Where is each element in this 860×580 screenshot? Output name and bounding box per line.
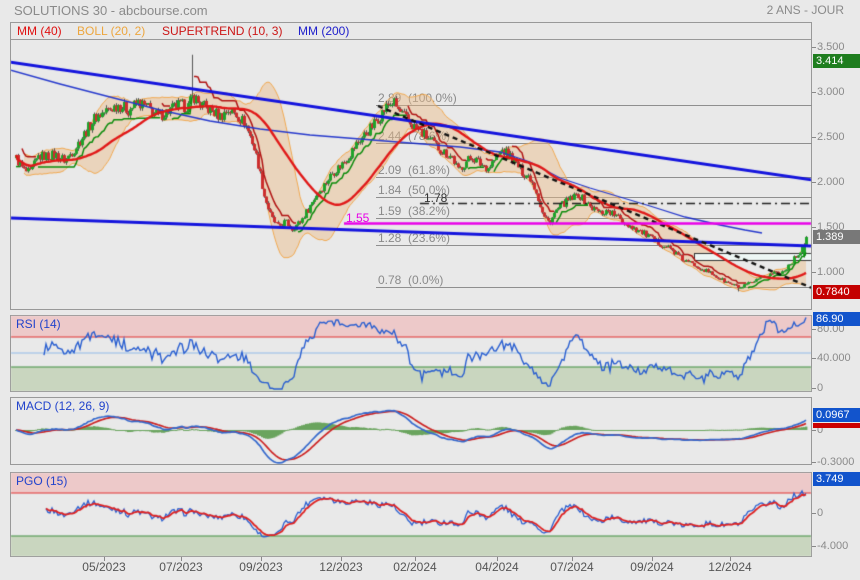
x-axis-label: 07/2023 xyxy=(159,560,203,574)
price-axis-label: 3.000 xyxy=(817,86,845,98)
pgo-axis-label: 0 xyxy=(817,507,824,519)
price-axis-label: 2.000 xyxy=(817,176,845,188)
macd-value-badge: 0.0967 xyxy=(813,408,860,422)
legend-item-supertrend2: SUPERTREND (10, 3) xyxy=(162,24,283,38)
price-axis-label: 1.500 xyxy=(817,221,845,233)
x-axis-label: 02/2024 xyxy=(393,560,437,574)
x-axis-label: 09/2024 xyxy=(630,560,674,574)
x-axis-tick xyxy=(730,557,731,561)
pgo-label: PGO (15) xyxy=(16,474,68,488)
pgo-value-badge: 3.749 xyxy=(813,472,860,486)
x-axis-tick xyxy=(497,557,498,561)
price-axis-tick xyxy=(812,272,816,273)
rsi-axis-label: 0 xyxy=(817,382,824,394)
macd-axis-label: -0.3000 xyxy=(817,456,855,468)
high-badge: 3.414 xyxy=(813,54,860,68)
macd-axis-label: 0 xyxy=(817,424,824,436)
price-axis-tick xyxy=(812,92,816,93)
x-axis-label: 12/2024 xyxy=(708,560,752,574)
price-axis-label: 2.500 xyxy=(817,131,845,143)
x-axis-tick xyxy=(181,557,182,561)
rsi-axis-tick xyxy=(812,358,816,359)
price-axis-tick xyxy=(812,182,816,183)
price-axis-label: 3.500 xyxy=(817,41,845,53)
low-badge: 0.7840 xyxy=(813,285,860,299)
x-axis-tick xyxy=(261,557,262,561)
x-axis-label: 12/2023 xyxy=(319,560,363,574)
rsi-axis-label: 80.00 xyxy=(817,323,845,335)
last-badge: 1.389 xyxy=(813,230,860,244)
x-axis-label: 05/2023 xyxy=(82,560,126,574)
macd-signal-badge-partial xyxy=(813,423,860,428)
x-axis-tick xyxy=(652,557,653,561)
level-label-155: 1.55 xyxy=(346,211,370,225)
level-label-178: 1.78 xyxy=(424,191,448,205)
x-axis-tick xyxy=(572,557,573,561)
pgo-axis-tick xyxy=(812,513,816,514)
rsi-axis-tick xyxy=(812,329,816,330)
macd-axis-tick xyxy=(812,430,816,431)
rsi-value-badge: 86.90 xyxy=(813,312,860,326)
page-title: SOLUTIONS 30 - abcbourse.com xyxy=(14,3,208,18)
x-axis-label: 09/2023 xyxy=(239,560,283,574)
price-axis-label: 1.000 xyxy=(817,266,845,278)
rsi-axis-tick xyxy=(812,388,816,389)
pgo-axis-label: -4.000 xyxy=(817,540,849,552)
chart-canvas[interactable] xyxy=(10,22,812,558)
macd-axis-tick xyxy=(812,462,816,463)
rsi-axis-label: 40.000 xyxy=(817,352,851,364)
pgo-axis-tick xyxy=(812,546,816,547)
macd-label: MACD (12, 26, 9) xyxy=(16,399,110,413)
price-axis-tick xyxy=(812,227,816,228)
x-axis-tick xyxy=(341,557,342,561)
legend-item-mm3: MM (200) xyxy=(298,24,350,38)
legend-item-boll1: BOLL (20, 2) xyxy=(77,24,146,38)
price-axis-tick xyxy=(812,137,816,138)
x-axis-tick xyxy=(415,557,416,561)
legend-item-mm0: MM (40) xyxy=(17,24,62,38)
rsi-label: RSI (14) xyxy=(16,317,61,331)
price-axis-tick xyxy=(812,47,816,48)
period-label: 2 ANS - JOUR xyxy=(766,3,844,17)
x-axis-label: 04/2024 xyxy=(475,560,519,574)
x-axis-tick xyxy=(104,557,105,561)
x-axis-label: 07/2024 xyxy=(550,560,594,574)
